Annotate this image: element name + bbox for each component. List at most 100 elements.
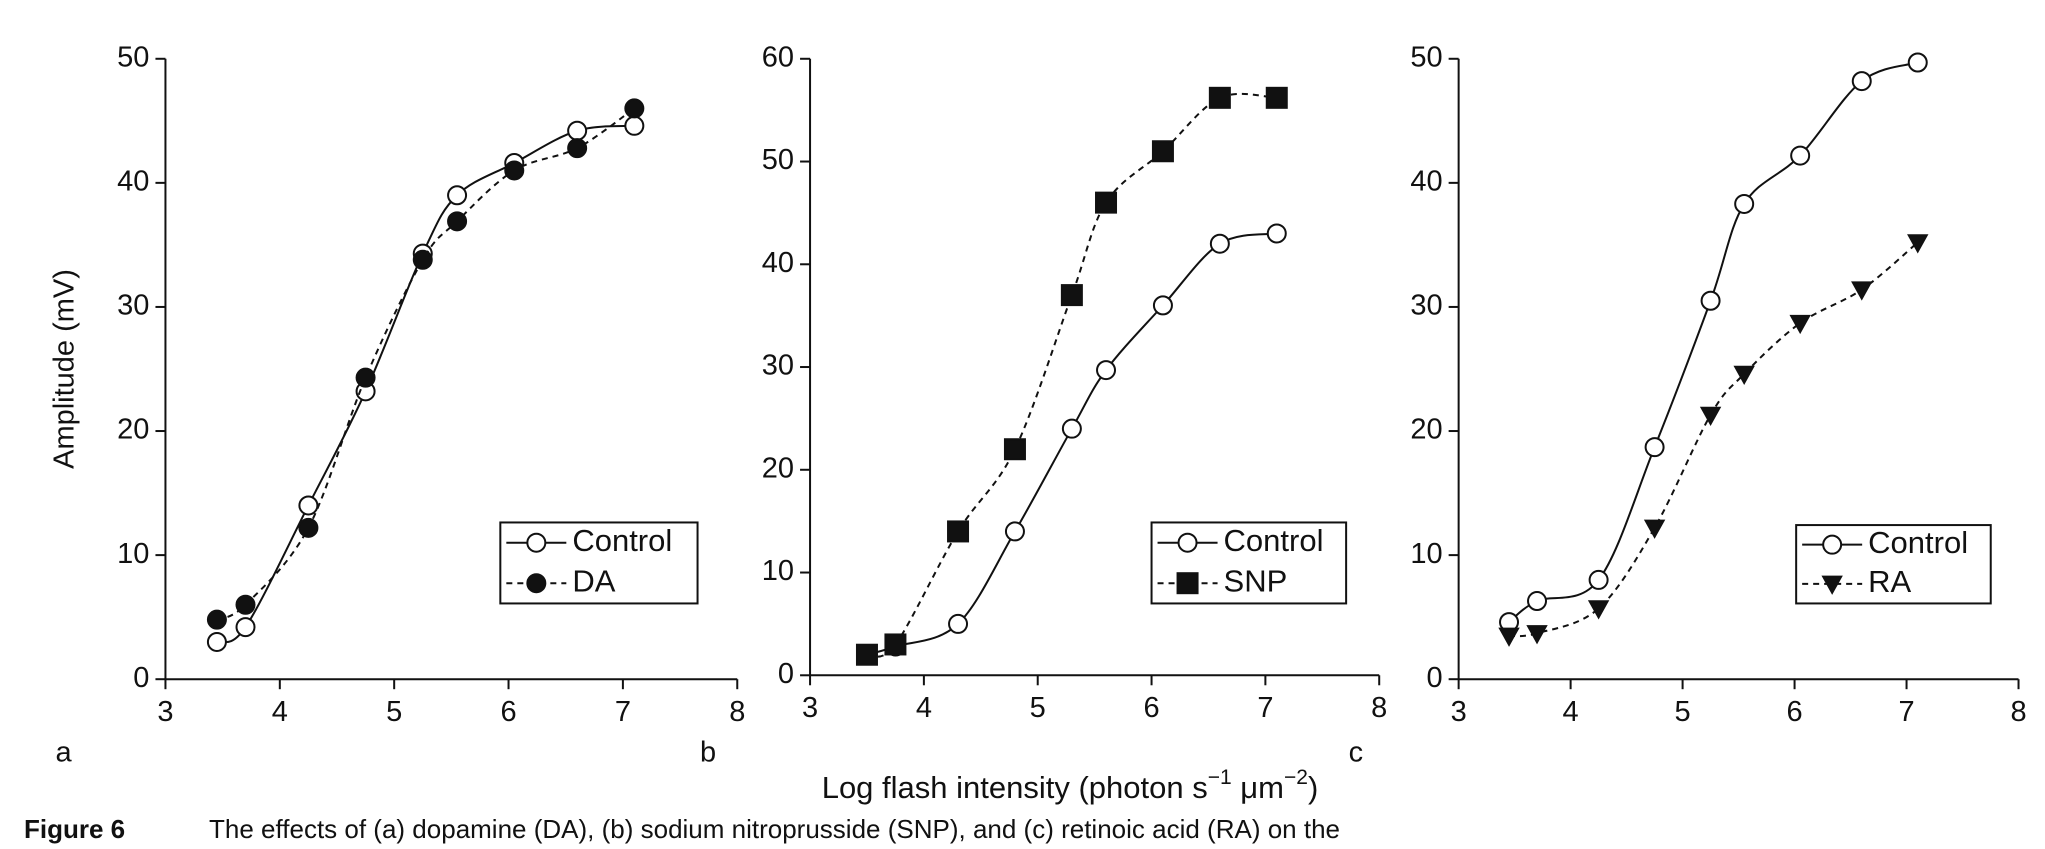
curve [1508, 241, 1919, 638]
x-tick-label: 3 [157, 696, 173, 728]
marker [884, 633, 907, 656]
marker [948, 613, 969, 634]
marker [1643, 519, 1666, 539]
series [855, 86, 1288, 666]
legend-label: Control [572, 523, 672, 558]
y-tick-label: 50 [1410, 41, 1442, 73]
y-tick-label: 10 [1410, 538, 1442, 570]
curve [216, 107, 635, 621]
marker [1060, 284, 1083, 307]
x-tick-label: 6 [1143, 692, 1159, 724]
x-tick-label: 7 [1257, 692, 1273, 724]
marker [947, 520, 970, 543]
marker [504, 160, 525, 181]
caption-label: Figure 6 [24, 814, 125, 844]
series [1498, 234, 1929, 647]
x-tick-label: 5 [1675, 696, 1691, 728]
marker [298, 517, 319, 538]
x-tick-label: 4 [1563, 696, 1579, 728]
marker [1208, 86, 1231, 109]
marker [1733, 365, 1755, 386]
marker [1061, 418, 1082, 439]
marker [447, 185, 468, 206]
marker [1498, 627, 1520, 647]
x-tick-label: 8 [729, 696, 745, 728]
marker [412, 249, 433, 270]
y-axis-label: Amplitude (mV) [49, 269, 81, 469]
y-tick-label: 10 [117, 538, 149, 570]
curve [1508, 61, 1919, 623]
x-axis-label-part: −1 [1208, 766, 1232, 789]
marker [235, 617, 256, 638]
marker [1644, 437, 1665, 458]
marker [1790, 145, 1811, 166]
marker [1734, 193, 1755, 214]
x-axis-label-part: μm [1232, 770, 1284, 805]
marker [1096, 360, 1117, 381]
marker [447, 211, 468, 232]
x-tick-label: 5 [386, 696, 402, 728]
marker [855, 643, 878, 666]
x-tick-label: 5 [1030, 692, 1046, 724]
marker [1699, 406, 1722, 426]
marker [624, 115, 645, 136]
y-tick-label: 40 [117, 166, 149, 198]
marker [1907, 52, 1928, 73]
marker [1587, 600, 1610, 620]
caption-text: The effects of (a) dopamine (DA), (b) so… [209, 814, 1340, 844]
marker [1209, 233, 1230, 254]
marker [1004, 521, 1025, 542]
legend-label: Control [1224, 523, 1324, 558]
y-tick-label: 10 [762, 555, 794, 587]
y-tick-label: 0 [778, 658, 794, 690]
marker [567, 138, 588, 159]
marker [1851, 71, 1872, 92]
x-tick-label: 4 [272, 696, 288, 728]
x-tick-label: 6 [500, 696, 516, 728]
y-tick-label: 50 [117, 41, 149, 73]
legend-marker [1177, 532, 1198, 553]
legend-marker [526, 573, 547, 594]
x-axis-label-part: ) [1308, 770, 1318, 805]
legend-marker [1821, 575, 1843, 595]
marker [624, 98, 645, 119]
marker [1588, 569, 1609, 590]
legend-label: SNP [1224, 563, 1288, 598]
y-tick-label: 30 [762, 350, 794, 382]
y-tick-label: 30 [117, 290, 149, 322]
x-tick-label: 3 [802, 692, 818, 724]
marker [1851, 281, 1873, 301]
y-tick-label: 20 [762, 452, 794, 484]
panel-label: a [55, 737, 72, 769]
y-tick-label: 0 [1426, 662, 1442, 694]
marker [1151, 140, 1174, 163]
x-axis-label-part: −2 [1284, 766, 1308, 789]
panel-label: c [1349, 737, 1364, 769]
legend-label: DA [572, 563, 615, 598]
marker [235, 594, 256, 615]
legend-marker [526, 532, 547, 553]
marker [1700, 290, 1721, 311]
marker [567, 120, 588, 141]
marker [1152, 295, 1173, 316]
y-tick-label: 30 [1410, 290, 1442, 322]
marker [1527, 591, 1548, 612]
marker [206, 609, 227, 630]
y-tick-label: 40 [1410, 166, 1442, 198]
x-tick-label: 7 [615, 696, 631, 728]
marker [1266, 223, 1287, 244]
x-tick-label: 8 [2010, 696, 2026, 728]
x-tick-label: 4 [916, 692, 932, 724]
legend-label: RA [1868, 564, 1911, 599]
y-tick-label: 20 [117, 414, 149, 446]
marker [355, 367, 376, 388]
legend-marker [1176, 572, 1199, 595]
panel-label: b [700, 737, 716, 769]
y-tick-label: 20 [1410, 414, 1442, 446]
y-tick-label: 0 [133, 662, 149, 694]
series [206, 98, 645, 630]
marker [298, 495, 319, 516]
legend-label: Control [1868, 525, 1968, 560]
y-tick-label: 60 [762, 41, 794, 73]
